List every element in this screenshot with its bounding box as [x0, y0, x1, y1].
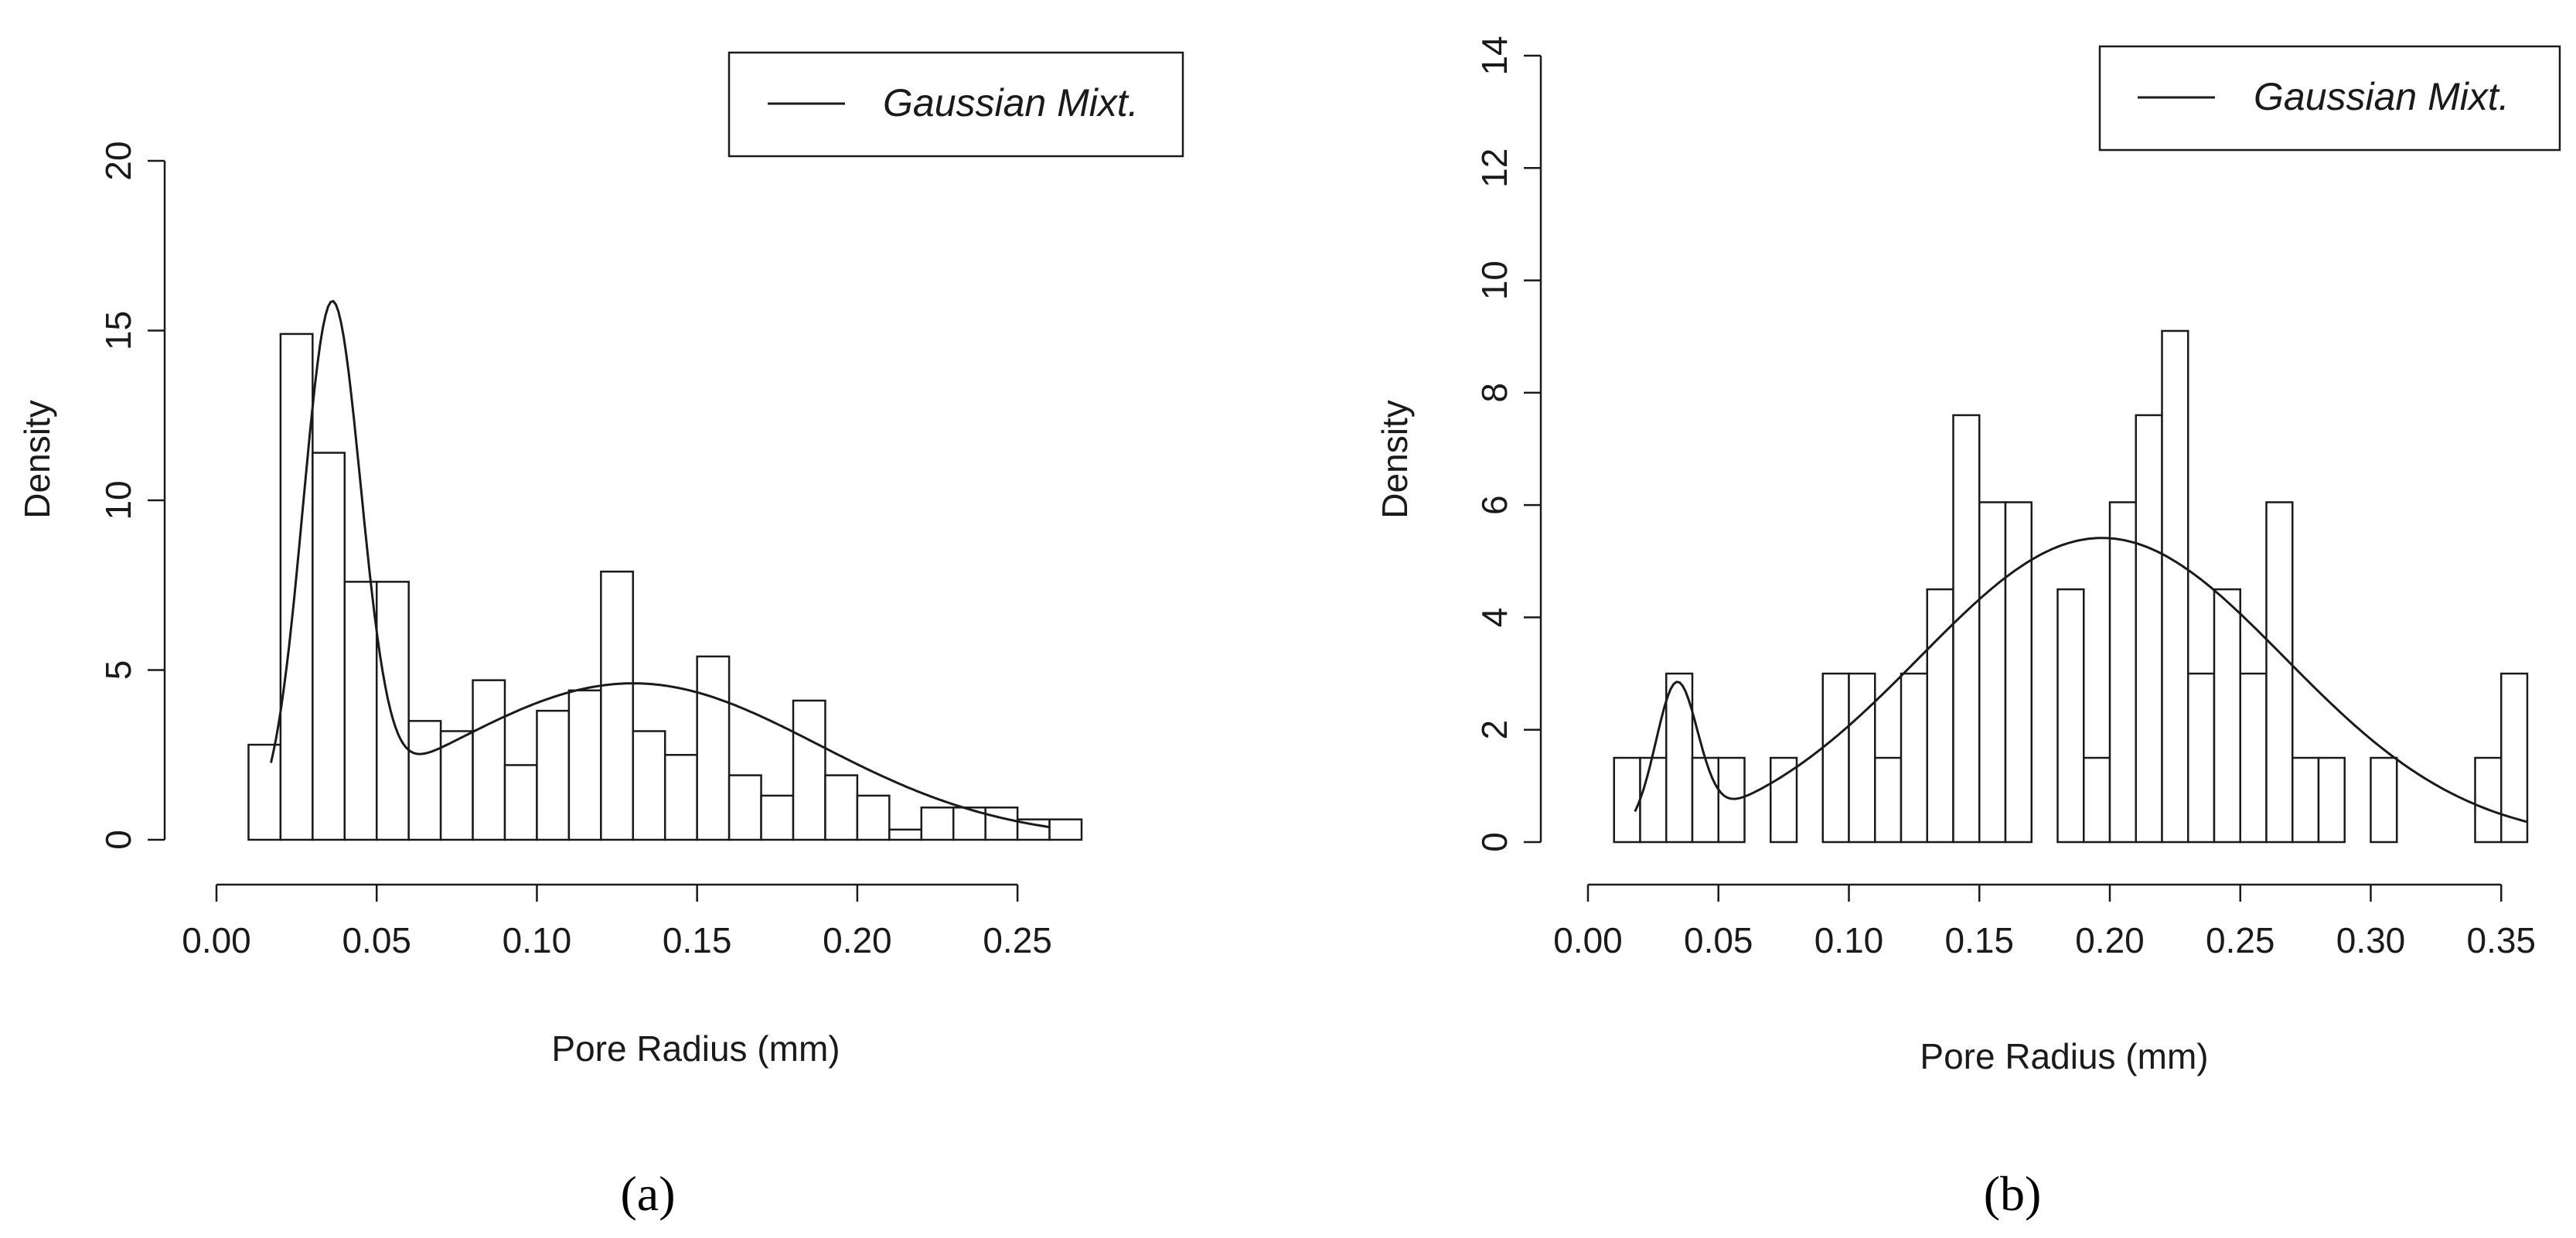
panel-a-bar-8 [503, 764, 538, 841]
panel-b-x-tick-label-4: 0.20 [2075, 920, 2145, 960]
panel-b-bar-23 [2213, 588, 2241, 844]
panel-b-bar-22 [2187, 672, 2216, 844]
panel-a-bar-21 [920, 807, 955, 841]
panel-b-x-axis-label: Pore Radius (mm) [1920, 1036, 2208, 1076]
panel-b-histogram: 0.00 0.05 0.10 0.15 0.20 0.25 0.30 0.35 0 2 4 6 8 10… [1375, 36, 2561, 1221]
panel-b-bar-34 [2500, 672, 2529, 844]
panel-b-bar-25 [2265, 501, 2294, 844]
panel-a-y-tick-label-1: 5 [98, 660, 138, 680]
panel-b-legend-label: Gaussian Mixt. [2254, 75, 2510, 118]
panel-b-gaussian-mixture-curve [1634, 537, 2528, 824]
panel-b-y-tick-label-1: 2 [1474, 720, 1515, 740]
panel-b-y-tick-label-2: 4 [1474, 608, 1515, 628]
panel-b-y-tick-label-0: 0 [1474, 832, 1515, 852]
panel-a-bar-3 [343, 581, 378, 841]
panel-b-bar-14 [1978, 501, 2007, 844]
panel-b-bar-18 [2083, 756, 2111, 844]
panel-b-x-tick-label-6: 0.30 [2336, 920, 2406, 960]
panel-a-bar-7 [472, 679, 506, 841]
panel-b-bar-10 [1874, 756, 1903, 844]
panel-b-y-axis: 0 2 4 6 8 10 12 14 [1474, 36, 1542, 852]
panel-a-bar-0 [247, 743, 282, 841]
panel-a-bar-9 [536, 709, 571, 841]
panel-a-x-tick-label-1: 0.05 [342, 920, 411, 960]
panel-b-bars [1613, 329, 2529, 844]
panel-a-bar-16 [760, 794, 795, 841]
panel-b-y-axis-label: Density [1375, 400, 1415, 518]
panel-a-y-tick-label-3: 15 [98, 311, 138, 350]
panel-a-bar-4 [375, 581, 410, 841]
panel-b-y-tick-label-6: 12 [1474, 148, 1515, 188]
panel-a-y-tick-label-2: 10 [98, 480, 138, 520]
panel-a-legend: Gaussian Mixt. [727, 51, 1184, 158]
panel-b-bar-26 [2291, 756, 2320, 844]
panel-a-x-axis-label: Pore Radius (mm) [551, 1028, 840, 1069]
panel-b-x-tick-label-2: 0.10 [1814, 920, 1884, 960]
panel-a-bar-12 [632, 730, 666, 841]
panel-a-bar-19 [856, 794, 891, 841]
panel-b-x-tick-label-3: 0.15 [1944, 920, 2014, 960]
panel-a-bar-17 [792, 699, 826, 841]
panel-b-x-tick-label-1: 0.05 [1684, 920, 1753, 960]
panel-b-bar-9 [1848, 672, 1876, 844]
panel-b-bar-4 [1717, 756, 1746, 844]
panel-b-bar-0 [1613, 756, 1641, 844]
panel-a-x-tick-label-3: 0.15 [663, 920, 732, 960]
panel-b-y-tick-label-5: 10 [1474, 261, 1515, 300]
panel-a-y-axis: 0 5 10 15 20 [98, 141, 166, 850]
panel-b-bar-33 [2474, 756, 2503, 844]
panel-a-bar-5 [407, 720, 442, 841]
panel-a-legend-label: Gaussian Mixt. [883, 81, 1139, 124]
panel-b-y-tick-label-4: 8 [1474, 383, 1515, 403]
panel-b-x-axis: 0.00 0.05 0.10 0.15 0.20 0.25 0.30 0.35 [1553, 883, 2536, 960]
panel-a-bar-6 [439, 730, 474, 841]
panel-a-bar-20 [888, 828, 923, 841]
panel-b-bar-20 [2135, 414, 2163, 844]
panel-a-x-tick-label-2: 0.10 [503, 920, 572, 960]
panel-b-bar-19 [2108, 501, 2137, 844]
panel-a-y-tick-label-0: 0 [98, 830, 138, 850]
panel-b-x-tick-label-0: 0.00 [1553, 920, 1623, 960]
panel-a-x-axis: 0.00 0.05 0.10 0.15 0.20 0.25 [182, 883, 1052, 960]
panel-a-bar-13 [663, 754, 698, 841]
panel-b-label: (b) [1984, 1166, 2042, 1221]
panel-b-bar-12 [1926, 588, 1954, 844]
panel-a-x-tick-label-5: 0.25 [983, 920, 1052, 960]
panel-a-x-tick-label-0: 0.00 [182, 920, 251, 960]
panel-b-y-tick-label-3: 6 [1474, 495, 1515, 515]
panel-b-bar-21 [2161, 329, 2189, 844]
panel-a-bar-10 [567, 689, 602, 841]
panel-a-bars [247, 333, 1083, 841]
panel-a-bar-1 [279, 333, 314, 841]
panel-a-bar-15 [727, 774, 762, 841]
panel-b-bar-6 [1770, 756, 1798, 844]
panel-a-bar-14 [696, 655, 731, 841]
panel-a-y-axis-label: Density [17, 400, 57, 518]
panel-a-gaussian-mixture-curve [270, 299, 1050, 829]
panel-b-x-tick-label-5: 0.25 [2206, 920, 2275, 960]
panel-a-bar-11 [600, 570, 635, 841]
panel-b-bar-17 [2056, 588, 2085, 844]
panel-a-bar-18 [824, 774, 859, 841]
panel-b-bar-29 [2370, 756, 2398, 844]
panel-b-bar-8 [1821, 672, 1850, 844]
panel-b-y-tick-label-7: 14 [1474, 36, 1515, 75]
panel-b-bar-24 [2239, 672, 2268, 844]
panel-b-bar-13 [1952, 414, 1981, 844]
panel-b-bar-1 [1639, 756, 1668, 844]
panel-a-label: (a) [620, 1166, 675, 1221]
panel-a-x-tick-label-4: 0.20 [823, 920, 892, 960]
panel-a-histogram: 0.00 0.05 0.10 0.15 0.20 0.25 0 5 10 15 20 Pore R… [17, 51, 1184, 1221]
panel-a-bar-2 [312, 452, 346, 841]
panel-b-bar-11 [1900, 672, 1928, 844]
panel-b-bar-15 [2004, 501, 2033, 844]
panel-a-bar-25 [1048, 818, 1083, 841]
panel-a-bar-23 [984, 807, 1019, 841]
panel-b-bar-27 [2317, 756, 2346, 844]
panel-b-bar-3 [1691, 756, 1719, 844]
panel-b-legend: Gaussian Mixt. [2098, 45, 2561, 152]
panel-a-y-tick-label-4: 20 [98, 141, 138, 180]
panel-b-x-tick-label-7: 0.35 [2466, 920, 2536, 960]
